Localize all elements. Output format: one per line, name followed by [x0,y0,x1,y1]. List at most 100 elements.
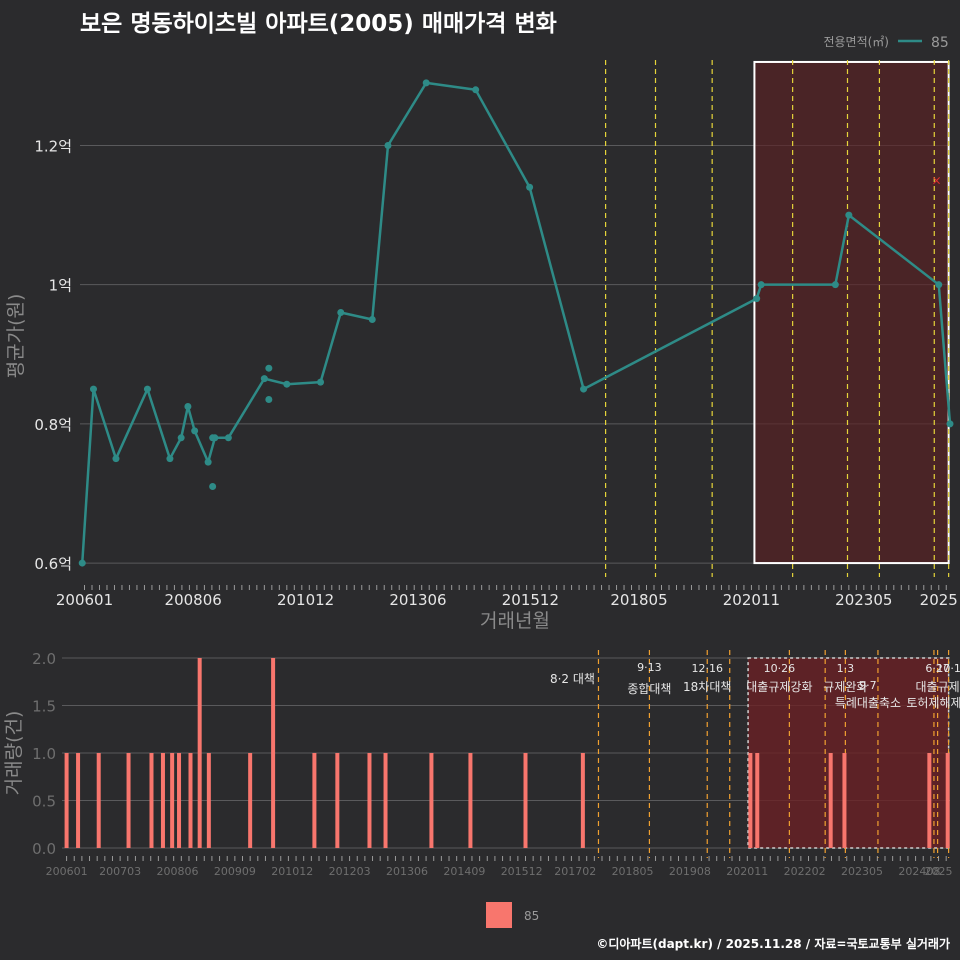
volume-bar [64,753,69,848]
volume-bar [76,753,81,848]
price-point [209,434,217,442]
volume-bar [206,753,211,848]
volume-bar [429,753,434,848]
volume-bar [96,753,101,848]
price-point [177,434,185,442]
chart-title: 보은 명동하이츠빌 아파트(2005) 매매가격 변화 [80,11,557,37]
price-point [209,483,217,491]
highlight-box [753,60,950,565]
x-tick-label: 201306 [389,591,446,609]
price-point [166,455,174,463]
volume-bar [271,658,276,848]
x-axis-title: 거래년월 [480,610,550,632]
price-point [184,402,192,410]
price-point [191,427,199,435]
price-point [422,79,430,87]
volume-bar [748,753,753,848]
volume-bar [580,753,585,848]
price-point [384,141,392,149]
x-tick-label: 2025 [925,865,953,878]
volume-bar [468,753,473,848]
legend-bar-swatch [486,902,512,928]
x-tick-label: 201702 [554,865,596,878]
policy-label: 대출규제강화 [746,680,812,694]
x-tick-label: 2025 [920,591,958,609]
policy-label: 특례대출축소 [835,696,901,710]
price-point [472,86,480,94]
policy-date: 10·26 [764,662,796,675]
x-tick-label: 201908 [669,865,711,878]
policy-date: 6·27 [925,662,950,675]
policy-label: 토허제해제 [906,696,960,710]
y-tick-label: 1.5 [32,698,56,716]
price-point [265,364,273,372]
volume-bar [927,753,932,848]
x-tick-label: 202011 [726,865,768,878]
price-point [265,396,273,404]
volume-bar [177,753,182,848]
price-point [204,458,212,466]
volume-bar [335,753,340,848]
x-tick-label: 200806 [157,865,199,878]
price-point [260,375,268,383]
legend-title: 전용면적(㎡) [823,35,889,49]
x-tick-label: 200806 [165,591,222,609]
policy-date: 10·1 [936,662,960,675]
legend-label: 85 [524,909,539,923]
volume-bar [170,753,175,848]
x-tick-label: 201512 [501,865,543,878]
price-point [368,315,376,323]
x-tick-label: 201203 [329,865,371,878]
price-point [526,183,534,191]
x-tick-label: 202202 [784,865,826,878]
policy-date: 1·3 [837,662,855,675]
x-tick-label: 201805 [610,591,667,609]
price-point [337,309,345,317]
anomaly-marker: × [931,173,941,187]
price-point [845,211,853,219]
y-tick-label: 0.6억 [34,555,72,573]
policy-label: 8·2 대책 [550,671,595,686]
price-point [112,455,120,463]
price-point [580,385,588,393]
price-point [753,295,761,303]
price-point [935,281,943,289]
volume-bar [248,753,253,848]
policy-date: 12·16 [691,662,723,675]
policy-date: 9·13 [637,661,662,674]
price-point [283,380,291,388]
x-tick-label: 201512 [502,591,559,609]
x-tick-label: 202305 [841,865,883,878]
y-tick-label: 1.0 [32,745,56,763]
policy-label: 대출규제 [916,680,960,694]
y-axis-title: 거래량(건) [3,711,25,796]
x-tick-label: 200601 [56,591,113,609]
price-point [831,281,839,289]
volume-bar [945,753,950,848]
price-point [946,420,954,428]
y-tick-label: 1.2억 [34,137,72,155]
x-tick-label: 201409 [443,865,485,878]
volume-bar [126,753,131,848]
volume-bar [828,753,833,848]
volume-bar [842,753,847,848]
y-tick-label: 1억 [49,277,72,295]
volume-bar [312,753,317,848]
price-point [317,378,325,386]
volume-bar [197,658,202,848]
x-tick-label: 202011 [723,591,780,609]
legend-label: 85 [931,35,949,51]
y-tick-label: 0.0 [32,840,56,858]
volume-bar [755,753,760,848]
x-tick-label: 200909 [214,865,256,878]
x-tick-label: 201012 [271,865,313,878]
x-tick-label: 202305 [835,591,892,609]
price-point [757,281,765,289]
x-tick-label: 201805 [612,865,654,878]
x-tick-label: 201012 [277,591,334,609]
x-tick-label: 202408 [898,865,940,878]
volume-bar [160,753,165,848]
volume-bar [523,753,528,848]
price-point [78,559,86,567]
